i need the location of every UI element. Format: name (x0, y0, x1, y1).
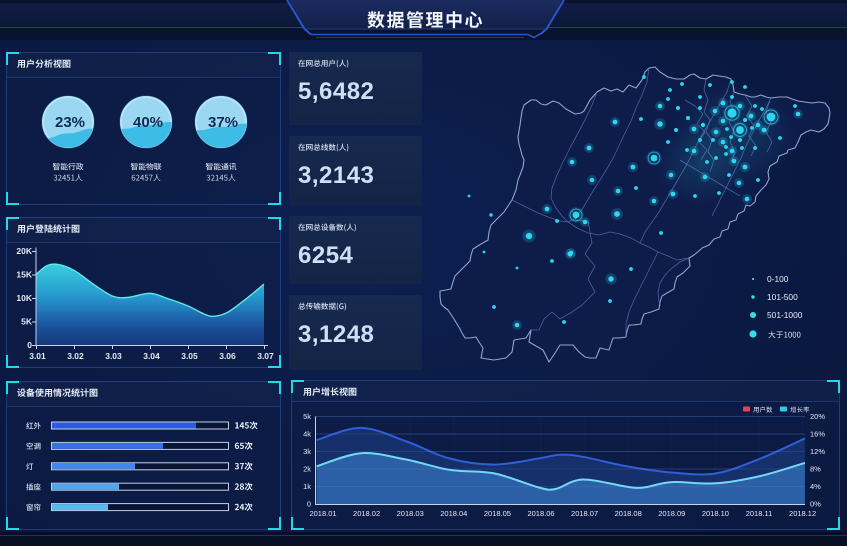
svg-text:3.03: 3.03 (105, 351, 122, 361)
svg-text:3.01: 3.01 (29, 351, 46, 361)
svg-text:10K: 10K (16, 293, 32, 303)
svg-text:2018.10: 2018.10 (702, 509, 729, 518)
svg-text:3k: 3k (303, 447, 311, 456)
svg-text:2018.12: 2018.12 (789, 509, 816, 518)
svg-text:8%: 8% (810, 465, 821, 474)
svg-text:2018.02: 2018.02 (353, 509, 380, 518)
svg-text:2018.07: 2018.07 (571, 509, 598, 518)
svg-text:0%: 0% (810, 500, 821, 509)
svg-text:2018.05: 2018.05 (484, 509, 511, 518)
svg-text:2018.01: 2018.01 (309, 509, 336, 518)
svg-text:2018.09: 2018.09 (658, 509, 685, 518)
svg-text:5k: 5k (303, 412, 311, 421)
svg-text:4k: 4k (303, 430, 311, 439)
svg-text:3.05: 3.05 (181, 351, 198, 361)
svg-text:0: 0 (27, 340, 32, 350)
svg-text:2018.06: 2018.06 (527, 509, 554, 518)
svg-text:501-1000: 501-1000 (767, 310, 803, 320)
svg-text:101-500: 101-500 (767, 292, 798, 302)
svg-text:4%: 4% (810, 482, 821, 491)
svg-text:2018.11: 2018.11 (746, 509, 773, 518)
svg-text:3.06: 3.06 (219, 351, 236, 361)
svg-text:0: 0 (307, 500, 311, 509)
svg-text:20%: 20% (810, 412, 825, 421)
svg-text:3.07: 3.07 (257, 351, 274, 361)
svg-text:2k: 2k (303, 465, 311, 474)
svg-text:3.04: 3.04 (143, 351, 160, 361)
svg-text:5K: 5K (21, 317, 33, 327)
svg-text:0-100: 0-100 (767, 274, 789, 284)
svg-text:20K: 20K (16, 246, 32, 256)
svg-text:1k: 1k (303, 482, 311, 491)
svg-text:3.02: 3.02 (67, 351, 84, 361)
svg-text:16%: 16% (810, 430, 825, 439)
svg-text:12%: 12% (810, 447, 825, 456)
svg-text:15K: 15K (16, 270, 32, 280)
svg-text:2018.04: 2018.04 (440, 509, 467, 518)
svg-text:2018.08: 2018.08 (615, 509, 642, 518)
svg-text:2018.03: 2018.03 (397, 509, 424, 518)
